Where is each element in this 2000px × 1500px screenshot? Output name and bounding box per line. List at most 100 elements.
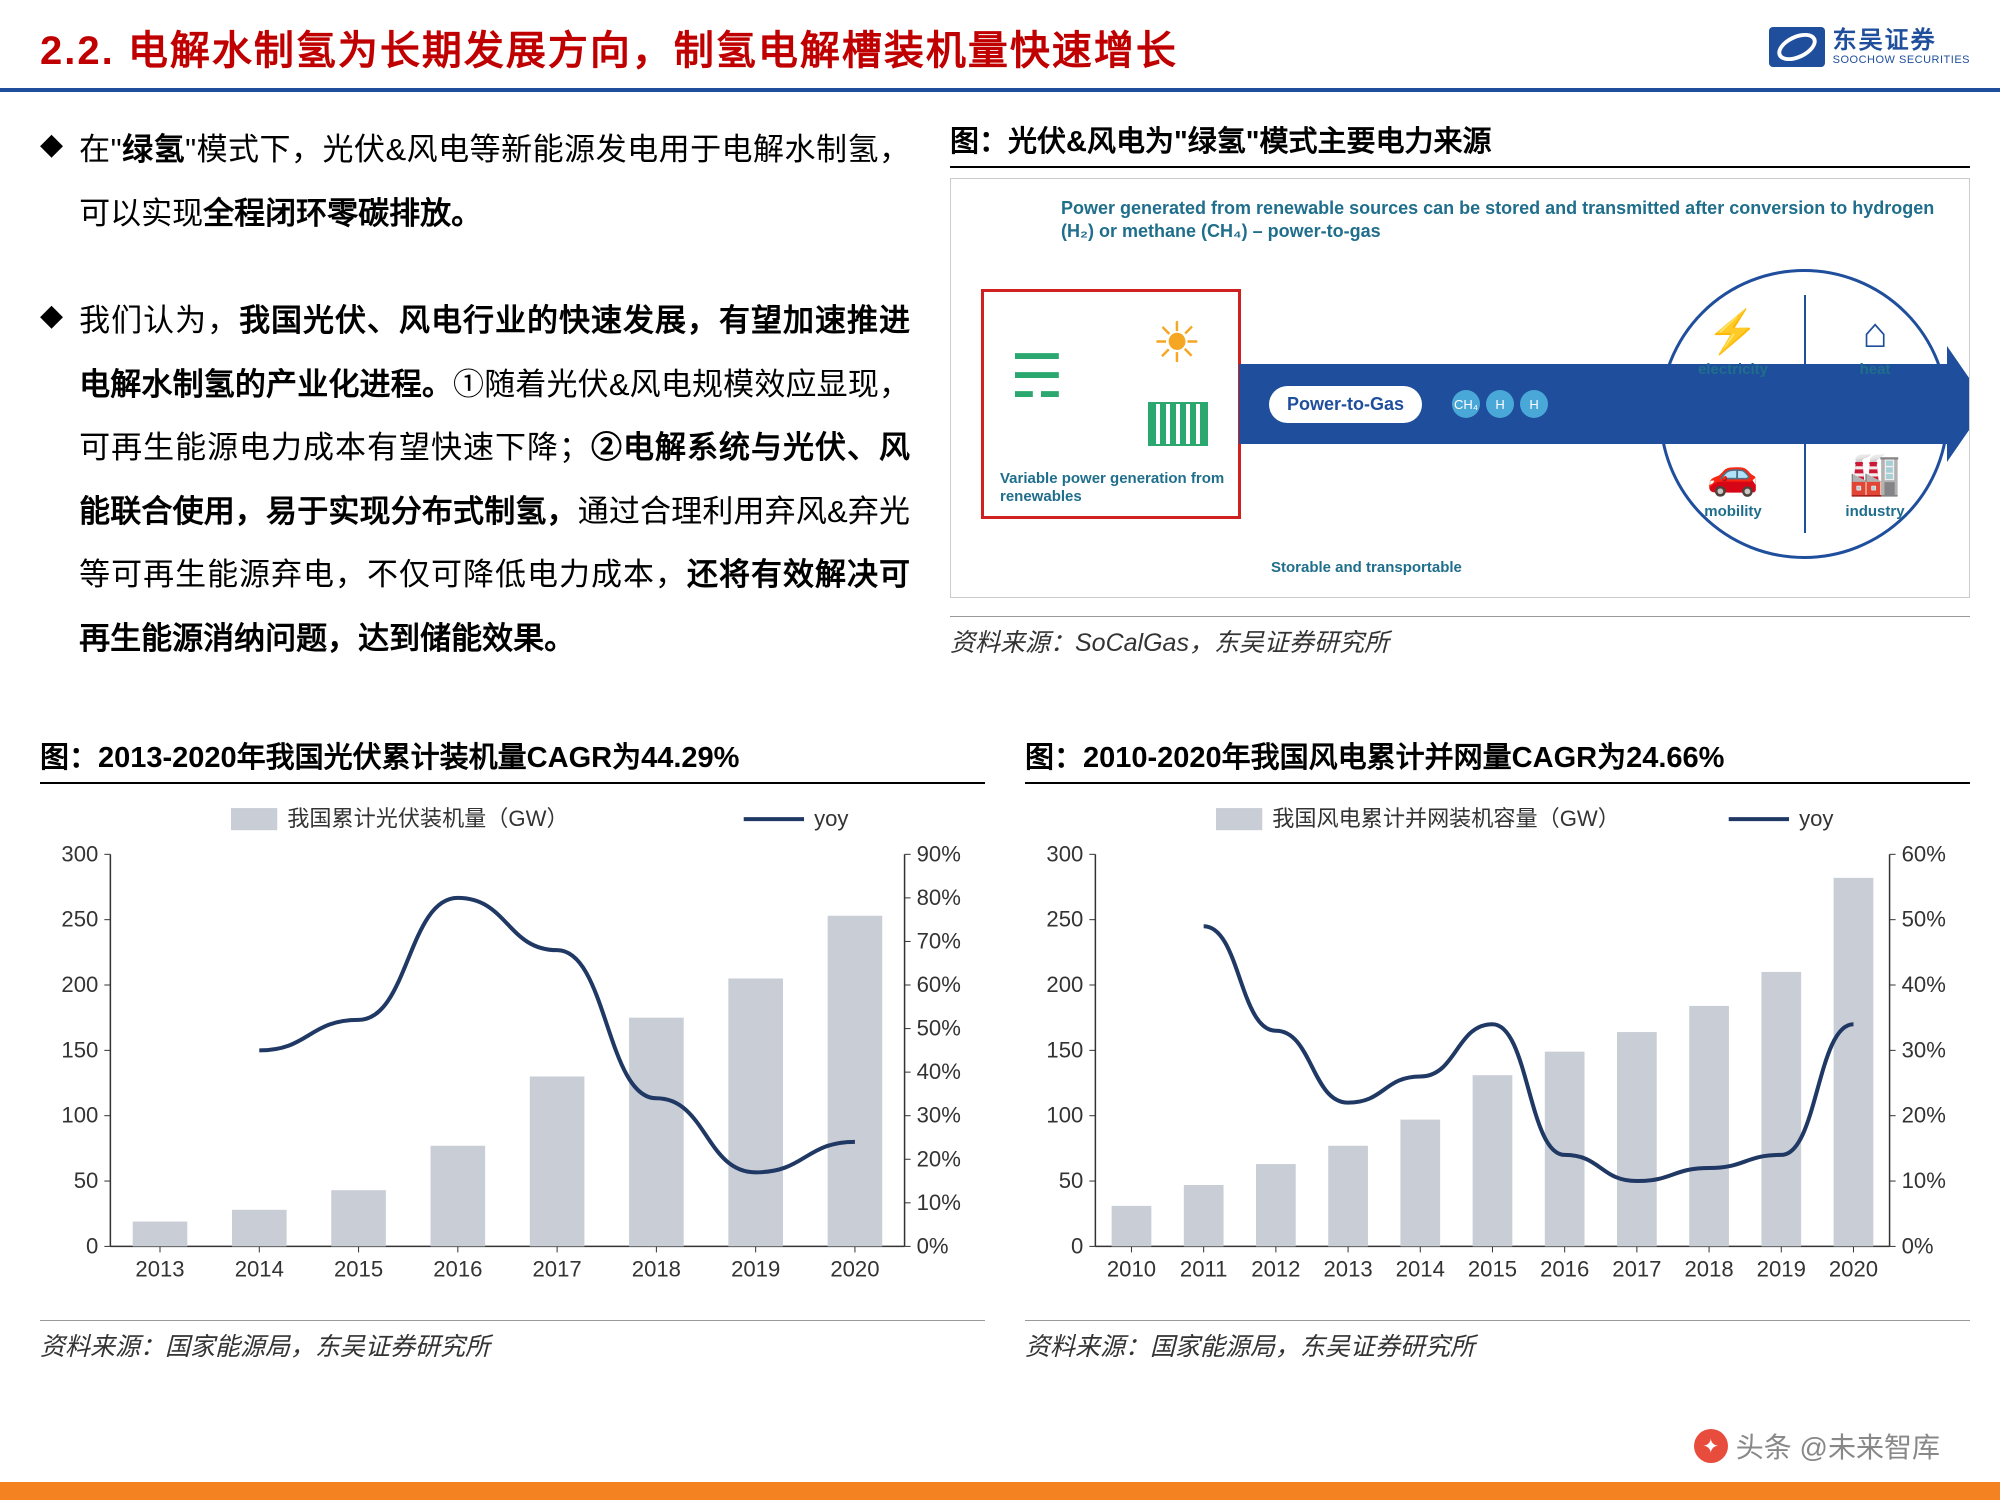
grid-mobility: 🚗mobility [1662, 414, 1804, 556]
svg-text:60%: 60% [1902, 842, 1946, 867]
grid-electricity: ⚡electricity [1662, 272, 1804, 414]
renewables-label: Variable power generation from renewable… [1000, 470, 1238, 506]
wind-chart-box: 图：2010-2020年我国风电累计并网量CAGR为24.66% 我国风电累计并… [1025, 734, 1970, 1363]
wind-chart-source: 资料来源：国家能源局，东吴证券研究所 [1025, 1320, 1970, 1363]
svg-text:50%: 50% [917, 1016, 961, 1041]
svg-text:150: 150 [1046, 1038, 1083, 1063]
svg-text:2019: 2019 [1757, 1257, 1806, 1282]
diagram-caption: Power generated from renewable sources c… [951, 179, 1969, 250]
svg-text:2017: 2017 [1612, 1257, 1661, 1282]
renewables-box: ☀ ☴ Variable power generation from renew… [981, 289, 1241, 519]
svg-text:2016: 2016 [1540, 1257, 1589, 1282]
footer-bar [0, 1482, 2000, 1500]
logo-icon [1769, 27, 1825, 67]
power-to-gas-label: Power-to-Gas [1269, 386, 1422, 423]
svg-text:250: 250 [1046, 907, 1083, 932]
solar-chart-box: 图：2013-2020年我国光伏累计装机量CAGR为44.29% 我国累计光伏装… [40, 734, 985, 1363]
svg-text:0%: 0% [917, 1234, 949, 1259]
wind-chart-title: 图：2010-2020年我国风电累计并网量CAGR为24.66% [1025, 734, 1970, 784]
grid-heat: ⌂heat [1804, 272, 1946, 414]
svg-text:70%: 70% [917, 929, 961, 954]
bolt-icon: ⚡ [1707, 308, 1759, 357]
grid-industry: 🏭industry [1804, 414, 1946, 556]
svg-text:30%: 30% [1902, 1038, 1946, 1063]
svg-text:10%: 10% [1902, 1168, 1946, 1193]
svg-text:10%: 10% [917, 1190, 961, 1215]
wind-combo-chart: 我国风电累计并网装机容量（GW）yoy0501001502002503000%1… [1025, 794, 1970, 1297]
svg-text:yoy: yoy [814, 807, 849, 832]
wind-turbine-icon: ☴ [1010, 342, 1064, 412]
svg-text:2013: 2013 [135, 1257, 184, 1282]
section-number: 2.2. [40, 29, 115, 73]
sun-icon: ☀ [1152, 310, 1202, 376]
diamond-icon: ◆ [40, 289, 63, 670]
svg-text:2013: 2013 [1323, 1257, 1372, 1282]
svg-text:250: 250 [61, 907, 98, 932]
svg-text:2016: 2016 [433, 1257, 482, 1282]
svg-text:90%: 90% [917, 842, 961, 867]
diamond-icon: ◆ [40, 118, 63, 245]
factory-icon: 🏭 [1849, 450, 1901, 499]
svg-text:2019: 2019 [731, 1257, 780, 1282]
svg-text:150: 150 [61, 1038, 98, 1063]
svg-text:20%: 20% [917, 1147, 961, 1172]
svg-text:2010: 2010 [1107, 1257, 1156, 1282]
bullet-text: 在"绿氢"模式下，光伏&风电等新能源发电用于电解水制氢，可以实现全程闭环零碳排放… [79, 118, 910, 245]
section-title: 2.2. 电解水制氢为长期发展方向，制氢电解槽装机量快速增长 [40, 18, 1769, 76]
uses-circle: ⚡electricity ⌂heat 🚗mobility 🏭industry [1659, 269, 1949, 559]
svg-text:0: 0 [86, 1234, 98, 1259]
solar-panel-icon [1148, 402, 1208, 446]
svg-text:40%: 40% [917, 1060, 961, 1085]
svg-text:2017: 2017 [533, 1257, 582, 1282]
svg-text:2014: 2014 [235, 1257, 284, 1282]
svg-text:2015: 2015 [334, 1257, 383, 1282]
svg-text:2018: 2018 [1684, 1257, 1733, 1282]
watermark-icon: ✦ [1694, 1429, 1728, 1463]
svg-text:2011: 2011 [1180, 1257, 1228, 1282]
solar-chart-title: 图：2013-2020年我国光伏累计装机量CAGR为44.29% [40, 734, 985, 784]
svg-text:300: 300 [61, 842, 98, 867]
power-to-gas-diagram: Power generated from renewable sources c… [950, 178, 1970, 598]
svg-text:60%: 60% [917, 972, 961, 997]
svg-text:2018: 2018 [632, 1257, 681, 1282]
section-heading: 电解水制氢为长期发展方向，制氢电解槽装机量快速增长 [128, 29, 1178, 73]
car-icon: 🚗 [1707, 450, 1759, 499]
logo-name-en: SOOCHOW SECURITIES [1833, 54, 1970, 66]
bullet-text: 我们认为，我国光伏、风电行业的快速发展，有望加速推进电解水制氢的产业化进程。①随… [79, 289, 910, 670]
svg-text:30%: 30% [917, 1103, 961, 1128]
svg-text:2012: 2012 [1251, 1257, 1300, 1282]
svg-text:2014: 2014 [1396, 1257, 1445, 1282]
svg-text:50: 50 [74, 1168, 99, 1193]
svg-text:我国累计光伏装机量（GW）: 我国累计光伏装机量（GW） [287, 807, 568, 832]
svg-text:yoy: yoy [1799, 807, 1834, 832]
svg-text:2020: 2020 [830, 1257, 879, 1282]
svg-text:200: 200 [1046, 972, 1083, 997]
svg-text:0: 0 [1071, 1234, 1083, 1259]
storable-label: Storable and transportable [1271, 559, 1462, 577]
bullet-item: ◆ 我们认为，我国光伏、风电行业的快速发展，有望加速推进电解水制氢的产业化进程。… [40, 289, 910, 670]
figure1-title: 图：光伏&风电为"绿氢"模式主要电力来源 [950, 118, 1970, 168]
svg-text:100: 100 [61, 1103, 98, 1128]
brand-logo: 东吴证券 SOOCHOW SECURITIES [1769, 27, 1970, 67]
svg-text:2020: 2020 [1829, 1257, 1878, 1282]
house-icon: ⌂ [1862, 309, 1887, 357]
svg-text:40%: 40% [1902, 972, 1946, 997]
svg-text:300: 300 [1046, 842, 1083, 867]
svg-text:0%: 0% [1902, 1234, 1934, 1259]
svg-text:2015: 2015 [1468, 1257, 1517, 1282]
bullet-item: ◆ 在"绿氢"模式下，光伏&风电等新能源发电用于电解水制氢，可以实现全程闭环零碳… [40, 118, 910, 245]
figure1-source: 资料来源：SoCalGas，东吴证券研究所 [950, 616, 1970, 659]
svg-text:20%: 20% [1902, 1103, 1946, 1128]
svg-text:我国风电累计并网装机容量（GW）: 我国风电累计并网装机容量（GW） [1272, 807, 1620, 832]
svg-text:80%: 80% [917, 885, 961, 910]
solar-combo-chart: 我国累计光伏装机量（GW） yoy 0 50 100 150 200 250 300 0% 10% 2… [40, 794, 985, 1297]
svg-text:100: 100 [1046, 1103, 1083, 1128]
svg-text:50%: 50% [1902, 907, 1946, 932]
watermark: ✦ 头条 @未来智库 [1694, 1426, 1940, 1466]
page-header: 2.2. 电解水制氢为长期发展方向，制氢电解槽装机量快速增长 东吴证券 SOOC… [0, 0, 2000, 92]
bullet-column: ◆ 在"绿氢"模式下，光伏&风电等新能源发电用于电解水制氢，可以实现全程闭环零碳… [40, 118, 910, 714]
watermark-text: 头条 @未来智库 [1736, 1426, 1940, 1466]
solar-chart-source: 资料来源：国家能源局，东吴证券研究所 [40, 1320, 985, 1363]
molecule-icon: CH₄HH [1452, 390, 1548, 418]
svg-text:200: 200 [61, 972, 98, 997]
